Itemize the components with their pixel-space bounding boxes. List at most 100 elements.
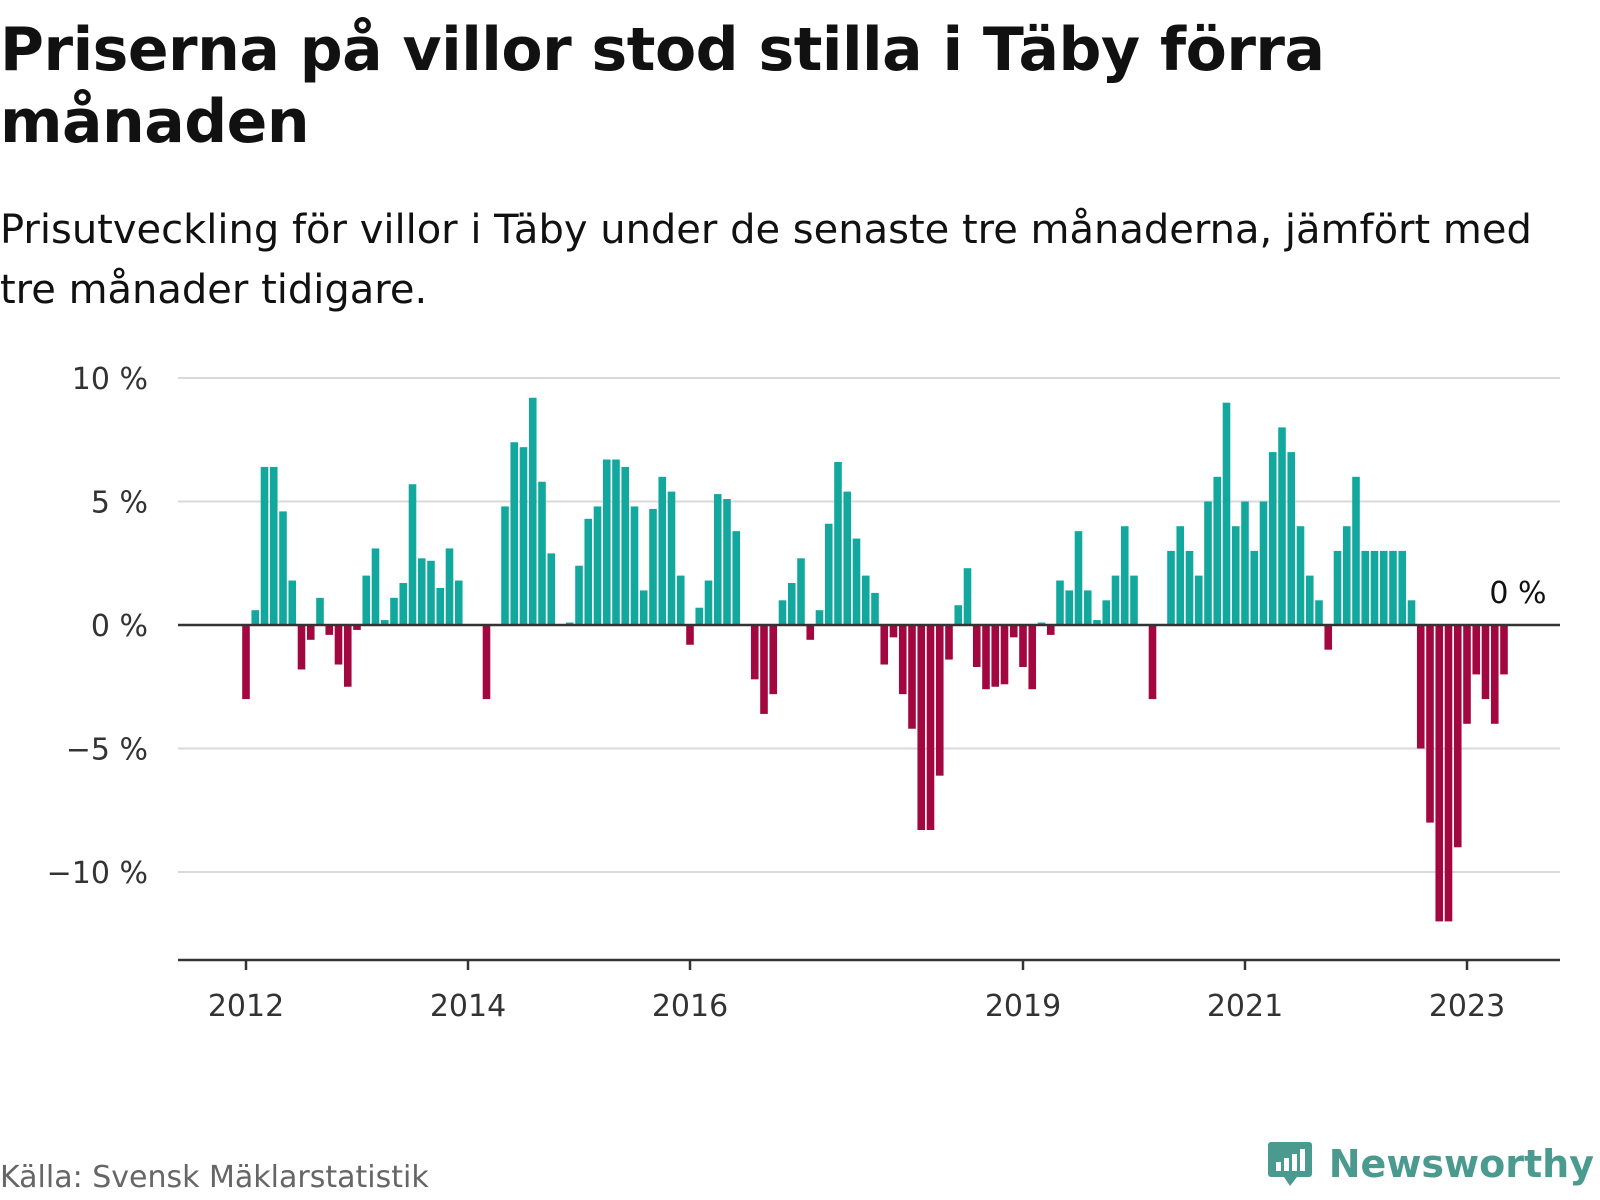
bar [787, 583, 796, 625]
bar [667, 491, 676, 625]
bar [1167, 550, 1175, 625]
bar [1305, 575, 1314, 625]
bar [630, 506, 639, 625]
bar [1204, 501, 1212, 625]
bar [510, 442, 519, 625]
bar [945, 625, 953, 660]
bar [1500, 625, 1508, 675]
bar-chart: 10 % 5 % 0 % −5 % −10 % 2012 2014 2016 2019 2021… [47, 362, 1560, 1024]
bar [1296, 526, 1305, 625]
chart-subtitle: Prisutveckling för villor i Täby under d… [0, 207, 1532, 313]
bar [547, 553, 556, 625]
bar [917, 625, 926, 831]
bar [353, 625, 361, 630]
bar [1416, 625, 1425, 749]
bar [1324, 625, 1333, 650]
x-tick-label: 2021 [1207, 989, 1283, 1024]
bar [760, 625, 768, 714]
bar [1352, 476, 1360, 625]
bar [1287, 452, 1296, 625]
bar [316, 597, 324, 625]
bars [242, 397, 1508, 922]
bar [380, 620, 389, 625]
y-tick-label: 10 % [72, 362, 148, 397]
bar [1074, 531, 1083, 625]
bar [584, 518, 593, 625]
bar [704, 580, 713, 625]
bar [612, 459, 620, 625]
x-tick-label: 2019 [985, 989, 1061, 1024]
last-value-label: 0 % [1489, 576, 1546, 611]
bar [288, 580, 297, 625]
chart-title: Priserna på villor stod stilla i Täby fö… [0, 15, 1325, 157]
bar [482, 625, 491, 700]
bar [1250, 550, 1259, 625]
bar [501, 506, 509, 625]
bar [1102, 600, 1111, 625]
bar [926, 625, 935, 831]
bar [1231, 526, 1240, 625]
bar [454, 580, 463, 625]
bar [260, 466, 269, 625]
bar [1130, 575, 1138, 625]
bar [1185, 550, 1194, 625]
bar [639, 590, 648, 625]
bar [1111, 575, 1120, 625]
bar [732, 531, 741, 625]
bar [1120, 526, 1129, 625]
bar [1028, 625, 1037, 690]
brand-logo: Newsworthy [1267, 1140, 1594, 1188]
bar [649, 508, 657, 625]
bar [1278, 427, 1286, 625]
bar [658, 476, 667, 625]
bar [1472, 625, 1481, 675]
bar [972, 625, 981, 667]
bar [1241, 501, 1249, 625]
bar [621, 466, 630, 625]
bar [306, 625, 315, 640]
bar [1333, 550, 1342, 625]
bar [1490, 625, 1499, 724]
bar [991, 625, 1000, 687]
bar [528, 397, 537, 625]
bar [1093, 620, 1101, 625]
bar [325, 625, 334, 635]
bar [242, 625, 250, 700]
bar [880, 625, 889, 665]
bar [1268, 452, 1277, 625]
bar [1148, 625, 1157, 700]
bar [982, 625, 990, 690]
y-tick-label: 0 % [91, 609, 148, 644]
bar [1463, 625, 1471, 724]
bar [1083, 590, 1092, 625]
x-tick-label: 2016 [652, 989, 728, 1024]
bar [1435, 625, 1444, 922]
bar [843, 491, 852, 625]
bar [436, 587, 445, 625]
bar [889, 625, 898, 638]
bar [445, 548, 454, 625]
bar [1426, 625, 1434, 823]
bar [1194, 575, 1203, 625]
bar [269, 466, 278, 625]
x-tick-label: 2014 [430, 989, 506, 1024]
bar [1046, 625, 1055, 635]
bar [676, 575, 685, 625]
annotations: 0 % [1489, 576, 1546, 611]
bar [1259, 501, 1268, 625]
bar [408, 484, 417, 625]
bar [1222, 402, 1231, 625]
bar [723, 499, 731, 625]
y-axis-ticks: 10 % 5 % 0 % −5 % −10 % [47, 362, 148, 891]
source-note: Källa: Svensk Mäklarstatistik [0, 1160, 429, 1195]
bar [1315, 600, 1323, 625]
bar [769, 625, 778, 695]
bar [1453, 625, 1462, 848]
bar [750, 625, 759, 680]
bar [1000, 625, 1009, 685]
y-tick-label: −10 % [47, 856, 148, 891]
bar [334, 625, 343, 665]
bar [1370, 550, 1379, 625]
bar [695, 607, 704, 625]
bar [279, 511, 287, 625]
